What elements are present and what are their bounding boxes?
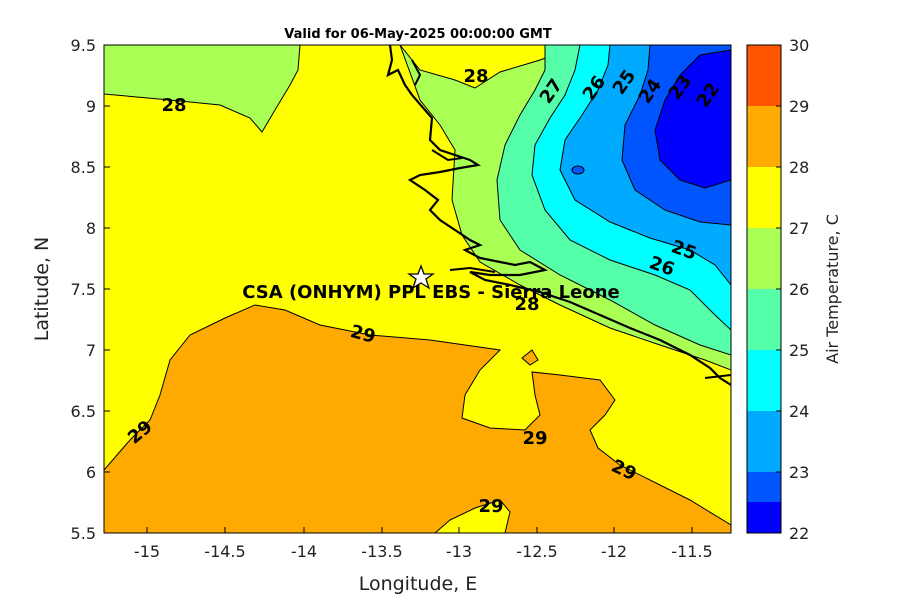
y-axis: 9.5 9 8.5 8 7.5 7 6.5 6 5.5 Latitude, N [31, 36, 110, 543]
colorbar-tick-label: 29 [789, 97, 809, 116]
x-tick-label: -13.5 [361, 542, 402, 561]
x-tick-label: -12 [601, 542, 627, 561]
colorbar-segment [747, 350, 781, 411]
x-tick-label: -12.5 [516, 542, 557, 561]
colorbar-segment [747, 45, 781, 106]
colorbar: 30 29 28 27 26 25 24 23 22 Air Temperatu… [746, 36, 842, 543]
y-tick-label: 6.5 [71, 402, 96, 421]
x-tick-label: -14 [291, 542, 317, 561]
y-tick-label: 8.5 [71, 158, 96, 177]
band-29-30-south [104, 304, 731, 533]
temperature-field [104, 45, 731, 533]
site-star-icon [406, 264, 436, 290]
contour-label: 29 [522, 428, 547, 449]
x-tick-label: -14.5 [204, 542, 245, 561]
colorbar-label: Air Temperature, C [823, 214, 842, 364]
y-tick-label: 8 [86, 219, 96, 238]
colorbar-tick-label: 24 [789, 402, 809, 421]
x-tick-label: -11.5 [671, 542, 712, 561]
y-tick-label: 7 [86, 341, 96, 360]
colorbar-tick-label: 25 [789, 341, 809, 360]
band-27-28-northwest [104, 45, 301, 133]
colorbar-tick-label: 30 [789, 36, 809, 55]
y-tick-label: 9.5 [71, 36, 96, 55]
colorbar-tick-label: 23 [789, 463, 809, 482]
y-tick-label: 5.5 [71, 524, 96, 543]
y-tick-label: 6 [86, 463, 96, 482]
colorbar-segment [747, 228, 781, 289]
contour-label: 28 [463, 66, 488, 87]
colorbar-segment [747, 472, 781, 502]
x-axis: -15 -14.5 -14 -13.5 -13 -12.5 -12 -11.5 … [134, 527, 713, 595]
colorbar-segment [747, 167, 781, 228]
x-axis-label: Longitude, E [359, 573, 478, 595]
y-tick-label: 9 [86, 97, 96, 116]
colorbar-segment [747, 106, 781, 167]
site-label: CSA (ONHYM) PPL EBS - Sierra Leone [242, 282, 619, 303]
band-29-30-patch [521, 349, 539, 366]
figure-title: Valid for 06-May-2025 00:00:00 GMT [284, 27, 552, 42]
colorbar-tick-label: 28 [789, 158, 809, 177]
colorbar-segment [747, 411, 781, 472]
coastline [386, 45, 731, 386]
y-tick-label: 7.5 [71, 280, 96, 299]
contour-label: 28 [514, 294, 539, 315]
band-22-23 [654, 49, 731, 189]
colorbar-segment [747, 502, 781, 533]
x-tick-label: -13 [446, 542, 472, 561]
x-tick-label: -15 [134, 542, 160, 561]
band-28-29-pocket [434, 499, 511, 533]
contour-label: 29 [478, 496, 503, 517]
colorbar-segment [747, 289, 781, 350]
contour-label: 28 [161, 95, 186, 116]
band-23-24-patch [571, 165, 585, 175]
colorbar-tick-label: 26 [789, 280, 809, 299]
coastline-islands [411, 59, 731, 379]
y-axis-label: Latitude, N [31, 237, 53, 342]
colorbar-tick-label: 27 [789, 219, 809, 238]
colorbar-tick-label: 22 [789, 524, 809, 543]
